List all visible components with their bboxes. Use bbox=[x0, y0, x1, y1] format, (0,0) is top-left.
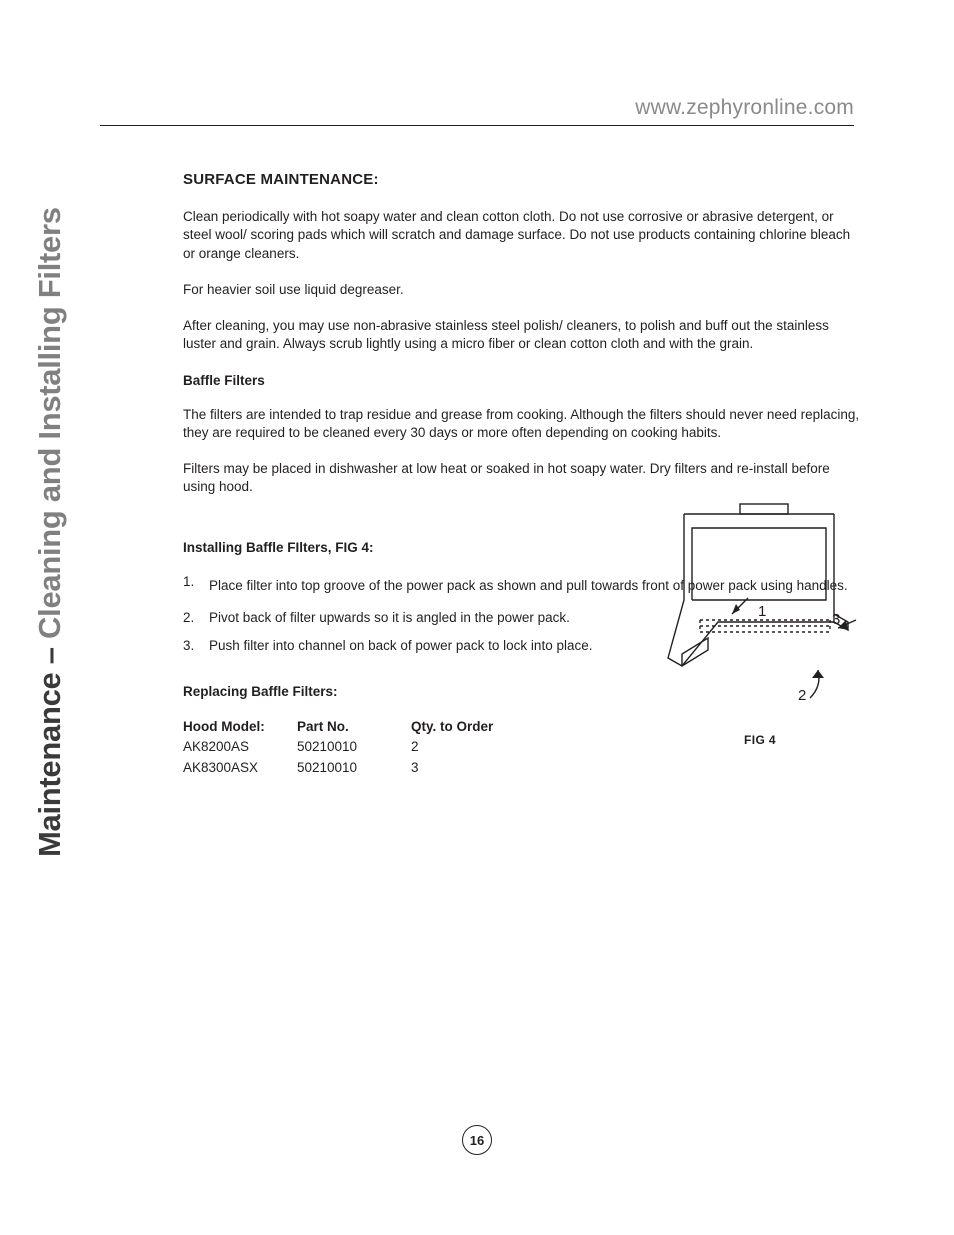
baffle-p2: Filters may be placed in dishwasher at l… bbox=[183, 460, 863, 496]
cell-model: AK8200AS bbox=[183, 737, 297, 757]
heading-baffle-filters: Baffle Filters bbox=[183, 372, 863, 390]
heading-surface-maintenance: SURFACE MAINTENANCE: bbox=[183, 170, 863, 190]
baffle-p1: The filters are intended to trap residue… bbox=[183, 406, 863, 442]
cell-part: 50210010 bbox=[297, 737, 411, 757]
col-header-qty: Qty. to Order bbox=[411, 717, 531, 737]
step-number: 1. bbox=[183, 573, 209, 599]
col-header-model: Hood Model: bbox=[183, 717, 297, 737]
step-number: 2. bbox=[183, 609, 209, 627]
fig-label-1: 1 bbox=[758, 603, 766, 620]
cell-qty: 2 bbox=[411, 737, 531, 757]
side-title-main: Maintenance – bbox=[32, 639, 67, 857]
cell-model: AK8300ASX bbox=[183, 758, 297, 778]
figure-caption: FIG 4 bbox=[660, 733, 860, 747]
surface-p1: Clean periodically with hot soapy water … bbox=[183, 208, 863, 263]
side-title-sub: Cleaning and Installing Filters bbox=[32, 207, 67, 639]
table-row: AK8300ASX 50210010 3 bbox=[183, 758, 863, 778]
surface-p2: For heavier soil use liquid degreaser. bbox=[183, 281, 863, 299]
fig-label-2: 2 bbox=[798, 687, 806, 704]
cell-qty: 3 bbox=[411, 758, 531, 778]
cell-part: 50210010 bbox=[297, 758, 411, 778]
step-number: 3. bbox=[183, 637, 209, 655]
fig4-diagram-icon: 1 3 2 bbox=[660, 500, 860, 710]
col-header-part: Part No. bbox=[297, 717, 411, 737]
figure-fig4: 1 3 2 FIG 4 bbox=[660, 500, 860, 747]
header-rule bbox=[100, 125, 854, 126]
side-section-title: Maintenance – Cleaning and Installing Fi… bbox=[32, 207, 68, 857]
fig-label-3: 3 bbox=[832, 611, 840, 628]
header-url: www.zephyronline.com bbox=[635, 96, 854, 120]
surface-p3: After cleaning, you may use non-abrasive… bbox=[183, 317, 863, 353]
page-number: 16 bbox=[462, 1125, 492, 1155]
